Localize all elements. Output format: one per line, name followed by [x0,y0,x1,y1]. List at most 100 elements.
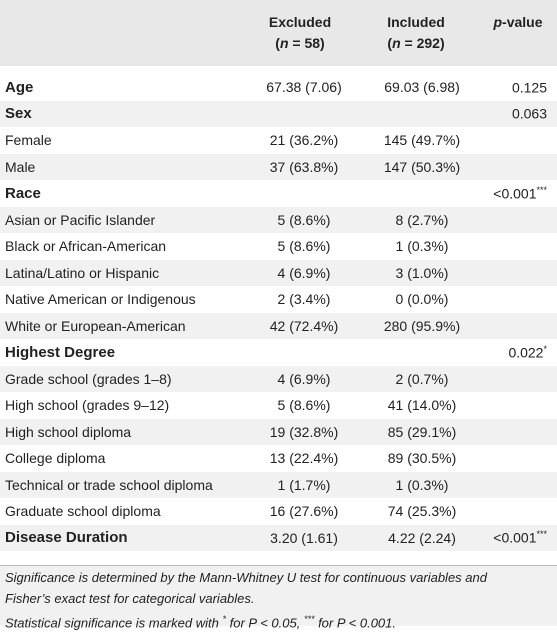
cell-included: 3 (1.0%) [363,259,481,286]
row-label: White or European-American [0,312,245,339]
footnote-line-3: Statistical significance is marked with … [0,609,557,633]
cell-p-value [481,127,557,154]
header-included-n-open: ( [387,35,393,51]
p-value-text: 0.063 [511,106,547,123]
header-excluded-label: Excluded [268,14,332,30]
table-footnote: Significance is determined by the Mann-W… [0,565,557,630]
cell-excluded: 42 (72.4%) [245,312,363,339]
cell-p-value: 0.125 [481,74,557,101]
row-label: Graduate school diploma [5,503,161,520]
row-label: Sex [0,100,245,127]
table-row: Technical or trade school diploma 1 (1.7%… [0,471,557,498]
header-included-n-var: n [392,35,401,51]
cell-p-value: <0.001*** [481,180,557,207]
cell-p-value [481,365,557,392]
footnote-line-3-c: for P < 0.001. [314,615,396,631]
row-label: Grade school (grades 1–8) [0,365,245,392]
row-label: Female [5,132,52,149]
cell-excluded: 4 (6.9%) [245,259,363,286]
cell-excluded: 4 (6.9%) [245,365,363,392]
cell-included: 41 (14.0%) [387,397,457,414]
cell-excluded: 21 (36.2%) [269,132,339,149]
cell-p-value [481,259,557,286]
footnote-line-1: Significance is determined by the Mann-W… [5,570,487,585]
cell-p-value [481,445,557,472]
cell-excluded: 16 (27.6%) [269,503,339,520]
cell-excluded [245,339,363,366]
cell-p-value [481,312,557,339]
row-label: Native American or Indigenous [5,291,196,308]
cell-excluded: 2 (3.4%) [277,291,331,308]
row-label: Male [0,153,245,180]
header-included-n: (n = 292) [356,33,476,54]
header-p-italic: p [493,14,503,30]
cell-p-value [481,418,557,445]
table-row: Male 37 (63.8%) 147 (50.3%) [0,153,557,180]
table-row: Graduate school diploma 16 (27.6%) 74 (25.… [0,498,557,525]
p-value-text: <0.001 [493,530,537,547]
row-label: Highest Degree [5,343,116,361]
header-p-suffix: -value [502,14,543,30]
table-row: Highest Degree 0.022* [0,339,557,366]
cell-p-value [481,153,557,180]
row-label: Disease Duration [0,524,245,551]
cell-included: 8 (2.7%) [363,206,481,233]
footnote-sup-1: * [222,614,226,624]
cell-excluded: 37 (63.8%) [245,153,363,180]
row-label: Latina/Latino or Hispanic [0,259,245,286]
row-label: College diploma [5,450,106,467]
table-row: High school diploma 19 (32.8%) 85 (29.1%) [0,418,557,445]
cell-included: 145 (49.7%) [383,132,461,149]
cell-p-value: 0.022* [481,339,557,366]
cell-p-value [481,498,557,525]
row-label: High school (grades 9–12) [5,397,170,414]
cell-p-value [481,471,557,498]
cell-p-value [481,206,557,233]
significance-marker: *** [536,529,547,540]
cell-included: 74 (25.3%) [387,503,457,520]
cell-included [363,100,481,127]
table-row: High school (grades 9–12) 5 (8.6%) 41 (14.… [0,392,557,419]
header-included: Included (n = 292) [356,12,476,54]
row-label: Race [5,184,41,202]
row-label: Black or African-American [5,238,167,255]
header-excluded-n-value: = 58) [288,35,325,51]
p-value-text: <0.001 [493,185,537,202]
header-excluded-n-open: ( [275,35,280,51]
cell-excluded: 5 (8.6%) [277,397,331,414]
cell-included: 4.22 (2.24) [363,524,481,551]
cell-excluded: 67.38 (7.06) [266,79,342,96]
header-excluded-n-var: n [279,35,289,51]
table-row: White or European-American 42 (72.4%) 280 … [0,312,557,339]
cell-included [363,180,481,207]
table-row: Asian or Pacific Islander 5 (8.6%) 8 (2.7%… [0,206,557,233]
cell-included: 2 (0.7%) [363,365,481,392]
cell-p-value: <0.001*** [481,524,557,551]
row-label: High school diploma [0,418,245,445]
cell-included [363,339,481,366]
row-label: Age [5,78,34,96]
cell-included: 89 (30.5%) [387,450,457,467]
table-row: Race <0.001*** [0,180,557,207]
row-label: Asian or Pacific Islander [0,206,245,233]
cell-excluded: 3.20 (1.61) [245,524,363,551]
table-row: Grade school (grades 1–8) 4 (6.9%) 2 (0.7%… [0,365,557,392]
header-included-label: Included [387,14,445,30]
cell-excluded: 5 (8.6%) [277,238,331,255]
cell-excluded [245,180,363,207]
p-value-text: 0.125 [511,79,547,96]
p-value-text: 0.022 [508,344,544,361]
cell-p-value [481,233,557,260]
cell-excluded: 13 (22.4%) [269,450,339,467]
table-body: Age 67.38 (7.06) 69.03 (6.98) 0.125 Sex 0.063… [0,74,557,551]
table-row: Sex 0.063 [0,100,557,127]
cell-excluded: 5 (8.6%) [245,206,363,233]
row-label: Technical or trade school diploma [0,471,245,498]
footnote-line-2: Fisher’s exact test for categorical vari… [5,591,255,606]
table-row: Disease Duration 3.20 (1.61) 4.22 (2.24) <0… [0,524,557,551]
cell-excluded: 19 (32.8%) [245,418,363,445]
cell-included: 1 (0.3%) [363,471,481,498]
cell-excluded [245,100,363,127]
table-row: Latina/Latino or Hispanic 4 (6.9%) 3 (1.0%… [0,259,557,286]
